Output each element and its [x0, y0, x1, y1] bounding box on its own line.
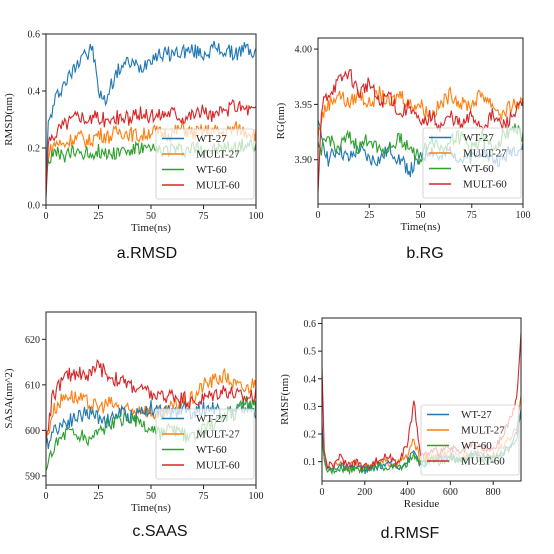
legend-label-mult-60: MULT-60 [196, 460, 240, 472]
chart-rmsf: 0 200 400 600 800 0.1 0.2 0.3 0.4 0.5 0.6 Residue RM… [279, 317, 522, 542]
y-tick-label: 0.4 [28, 87, 41, 98]
y-tick-label: 0.4 [304, 374, 317, 385]
legend-label-mult-27: MULT-27 [196, 149, 240, 161]
legend-label-mult-27: MULT-27 [461, 425, 505, 437]
x-tick-label: 50 [416, 210, 426, 221]
y-tick-label: 3.90 [295, 155, 313, 166]
y-axis-label: SASA(nm^2) [3, 368, 15, 429]
y-axis-label: RMSF(nm) [279, 374, 291, 425]
legend: WT-27 MULT-27 WT-60 MULT-60 [422, 127, 522, 199]
chart-saas: 0 25 50 75 100 590 600 610 620 Time(ns) SASA(nm^2)… [3, 311, 264, 540]
x-tick-label: 75 [199, 491, 209, 502]
panel-caption: c.SAAS [132, 523, 187, 540]
y-tick-label: 600 [25, 426, 40, 437]
y-tick-label: 0.0 [28, 201, 41, 212]
x-tick-label: 25 [364, 210, 374, 221]
x-tick-label: 50 [146, 211, 156, 222]
series-line-mult-60 [45, 99, 257, 198]
x-tick-label: 600 [443, 487, 458, 498]
y-tick-label: 0.6 [304, 319, 317, 330]
x-tick-label: 75 [467, 210, 477, 221]
legend-label-wt-27: WT-27 [463, 132, 494, 144]
chart-rg: 0 25 50 75 100 3.90 3.95 4.00 Time(ns) RG(nm) WT-2… [275, 37, 531, 262]
y-tick-label: 0.1 [304, 457, 317, 468]
series-line-mult-27 [317, 85, 524, 139]
y-tick-label: 0.2 [304, 430, 317, 441]
y-tick-label: 610 [25, 380, 40, 391]
legend-label-wt-60: WT-60 [461, 440, 492, 452]
y-tick-label: 0.3 [304, 402, 317, 413]
x-tick-label: 200 [357, 487, 372, 498]
y-tick-label: 0.2 [28, 144, 41, 155]
legend: WT-27 MULT-27 WT-60 MULT-60 [420, 404, 520, 476]
y-tick-label: 620 [25, 335, 40, 346]
legend-label-wt-60: WT-60 [463, 163, 494, 175]
y-tick-label: 4.00 [295, 45, 313, 56]
legend-label-wt-60: WT-60 [196, 444, 227, 456]
x-tick-label: 25 [94, 491, 104, 502]
series-line-mult-60 [317, 69, 524, 193]
x-axis-label: Time(ns) [131, 222, 171, 234]
legend-box [155, 128, 255, 200]
y-tick-label: 590 [25, 471, 40, 482]
legend-label-wt-27: WT-27 [196, 133, 227, 145]
panel-caption: b.RG [406, 245, 443, 262]
x-axis-label: Time(ns) [401, 221, 441, 233]
x-tick-label: 50 [146, 491, 156, 502]
legend-label-mult-27: MULT-27 [196, 429, 240, 441]
y-tick-label: 0.5 [304, 347, 317, 358]
x-tick-label: 0 [44, 491, 49, 502]
y-axis-label: RMSD(nm) [3, 93, 15, 146]
series-line-mult-27 [45, 368, 257, 447]
y-axis-label: RG(nm) [275, 102, 287, 139]
legend-box [155, 408, 255, 480]
legend-box [422, 127, 522, 199]
x-tick-label: 0 [320, 487, 325, 498]
x-tick-label: 25 [94, 211, 104, 222]
legend-label-wt-60: WT-60 [196, 164, 227, 176]
series-line-mult-60 [45, 358, 257, 442]
legend-label-wt-27: WT-27 [461, 409, 492, 421]
legend-box [420, 404, 520, 476]
panel-caption: a.RMSD [117, 245, 177, 262]
x-tick-label: 400 [400, 487, 415, 498]
x-tick-label: 800 [486, 487, 501, 498]
x-tick-label: 0 [316, 210, 321, 221]
y-tick-label: 0.6 [28, 30, 41, 41]
x-axis-label: Residue [404, 498, 440, 510]
legend-label-mult-60: MULT-60 [463, 179, 507, 191]
legend: WT-27 MULT-27 WT-60 MULT-60 [155, 128, 255, 200]
panel-caption: d.RMSF [381, 525, 440, 542]
x-tick-label: 100 [516, 210, 531, 221]
plot-frame [321, 317, 522, 482]
legend: WT-27 MULT-27 WT-60 MULT-60 [155, 408, 255, 480]
x-tick-label: 75 [199, 211, 209, 222]
legend-label-mult-27: MULT-27 [463, 148, 507, 160]
legend-label-wt-27: WT-27 [196, 413, 227, 425]
legend-label-mult-60: MULT-60 [461, 456, 505, 468]
chart-rmsd: 0 25 50 75 100 0.0 0.2 0.4 0.6 Time(ns) RMSD(nm) WT… [3, 30, 264, 263]
x-axis-label: Time(ns) [131, 502, 171, 514]
x-tick-label: 100 [249, 491, 264, 502]
y-tick-label: 3.95 [295, 100, 313, 111]
legend-label-mult-60: MULT-60 [196, 180, 240, 192]
x-tick-label: 0 [44, 211, 49, 222]
series-line-wt-27 [45, 40, 257, 198]
x-tick-label: 100 [249, 211, 264, 222]
